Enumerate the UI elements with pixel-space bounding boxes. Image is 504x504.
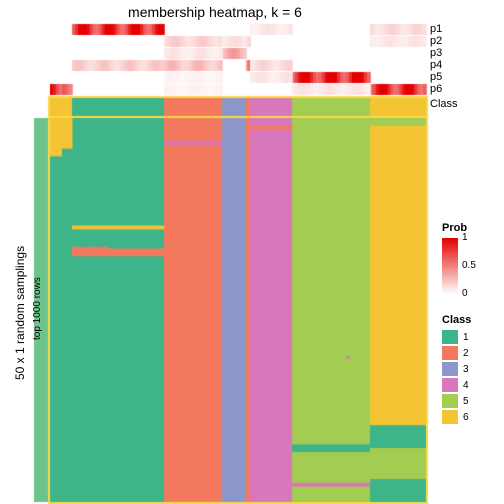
legend-label: 2: [463, 348, 469, 359]
legend-label: 4: [463, 380, 469, 391]
legend-class-item-2: 2: [442, 346, 469, 360]
row-label-class: Class: [430, 98, 458, 110]
row-label-p5: p5: [430, 71, 442, 83]
legend-label: 5: [463, 396, 469, 407]
legend-swatch: [442, 394, 458, 408]
legend-swatch: [442, 346, 458, 360]
legend-label: 1: [463, 332, 469, 343]
plot-title: membership heatmap, k = 6: [0, 4, 430, 20]
row-label-p4: p4: [430, 59, 442, 71]
legend-swatch: [442, 330, 458, 344]
legend-prob-tick: 0: [462, 288, 468, 299]
legend-label: 3: [463, 364, 469, 375]
legend-class-title: Class: [442, 314, 471, 326]
row-label-p6: p6: [430, 83, 442, 95]
legend-prob-tick: 0.5: [462, 260, 476, 271]
legend-class-item-6: 6: [442, 410, 469, 424]
legend-swatch: [442, 362, 458, 376]
heatmap-canvas: [0, 0, 504, 504]
legend-swatch: [442, 410, 458, 424]
side-label-samplings: 50 x 1 random samplings: [13, 246, 27, 380]
row-label-p1: p1: [430, 23, 442, 35]
legend-class-item-3: 3: [442, 362, 469, 376]
side-label-rows: top 1000 rows: [32, 277, 43, 340]
legend-class-item-4: 4: [442, 378, 469, 392]
legend-label: 6: [463, 412, 469, 423]
row-label-p3: p3: [430, 47, 442, 59]
legend-class-item-5: 5: [442, 394, 469, 408]
legend-swatch: [442, 378, 458, 392]
row-label-p2: p2: [430, 35, 442, 47]
legend-class-item-1: 1: [442, 330, 469, 344]
legend-prob-tick: 1: [462, 232, 468, 243]
legend-prob-gradient: [442, 238, 458, 294]
